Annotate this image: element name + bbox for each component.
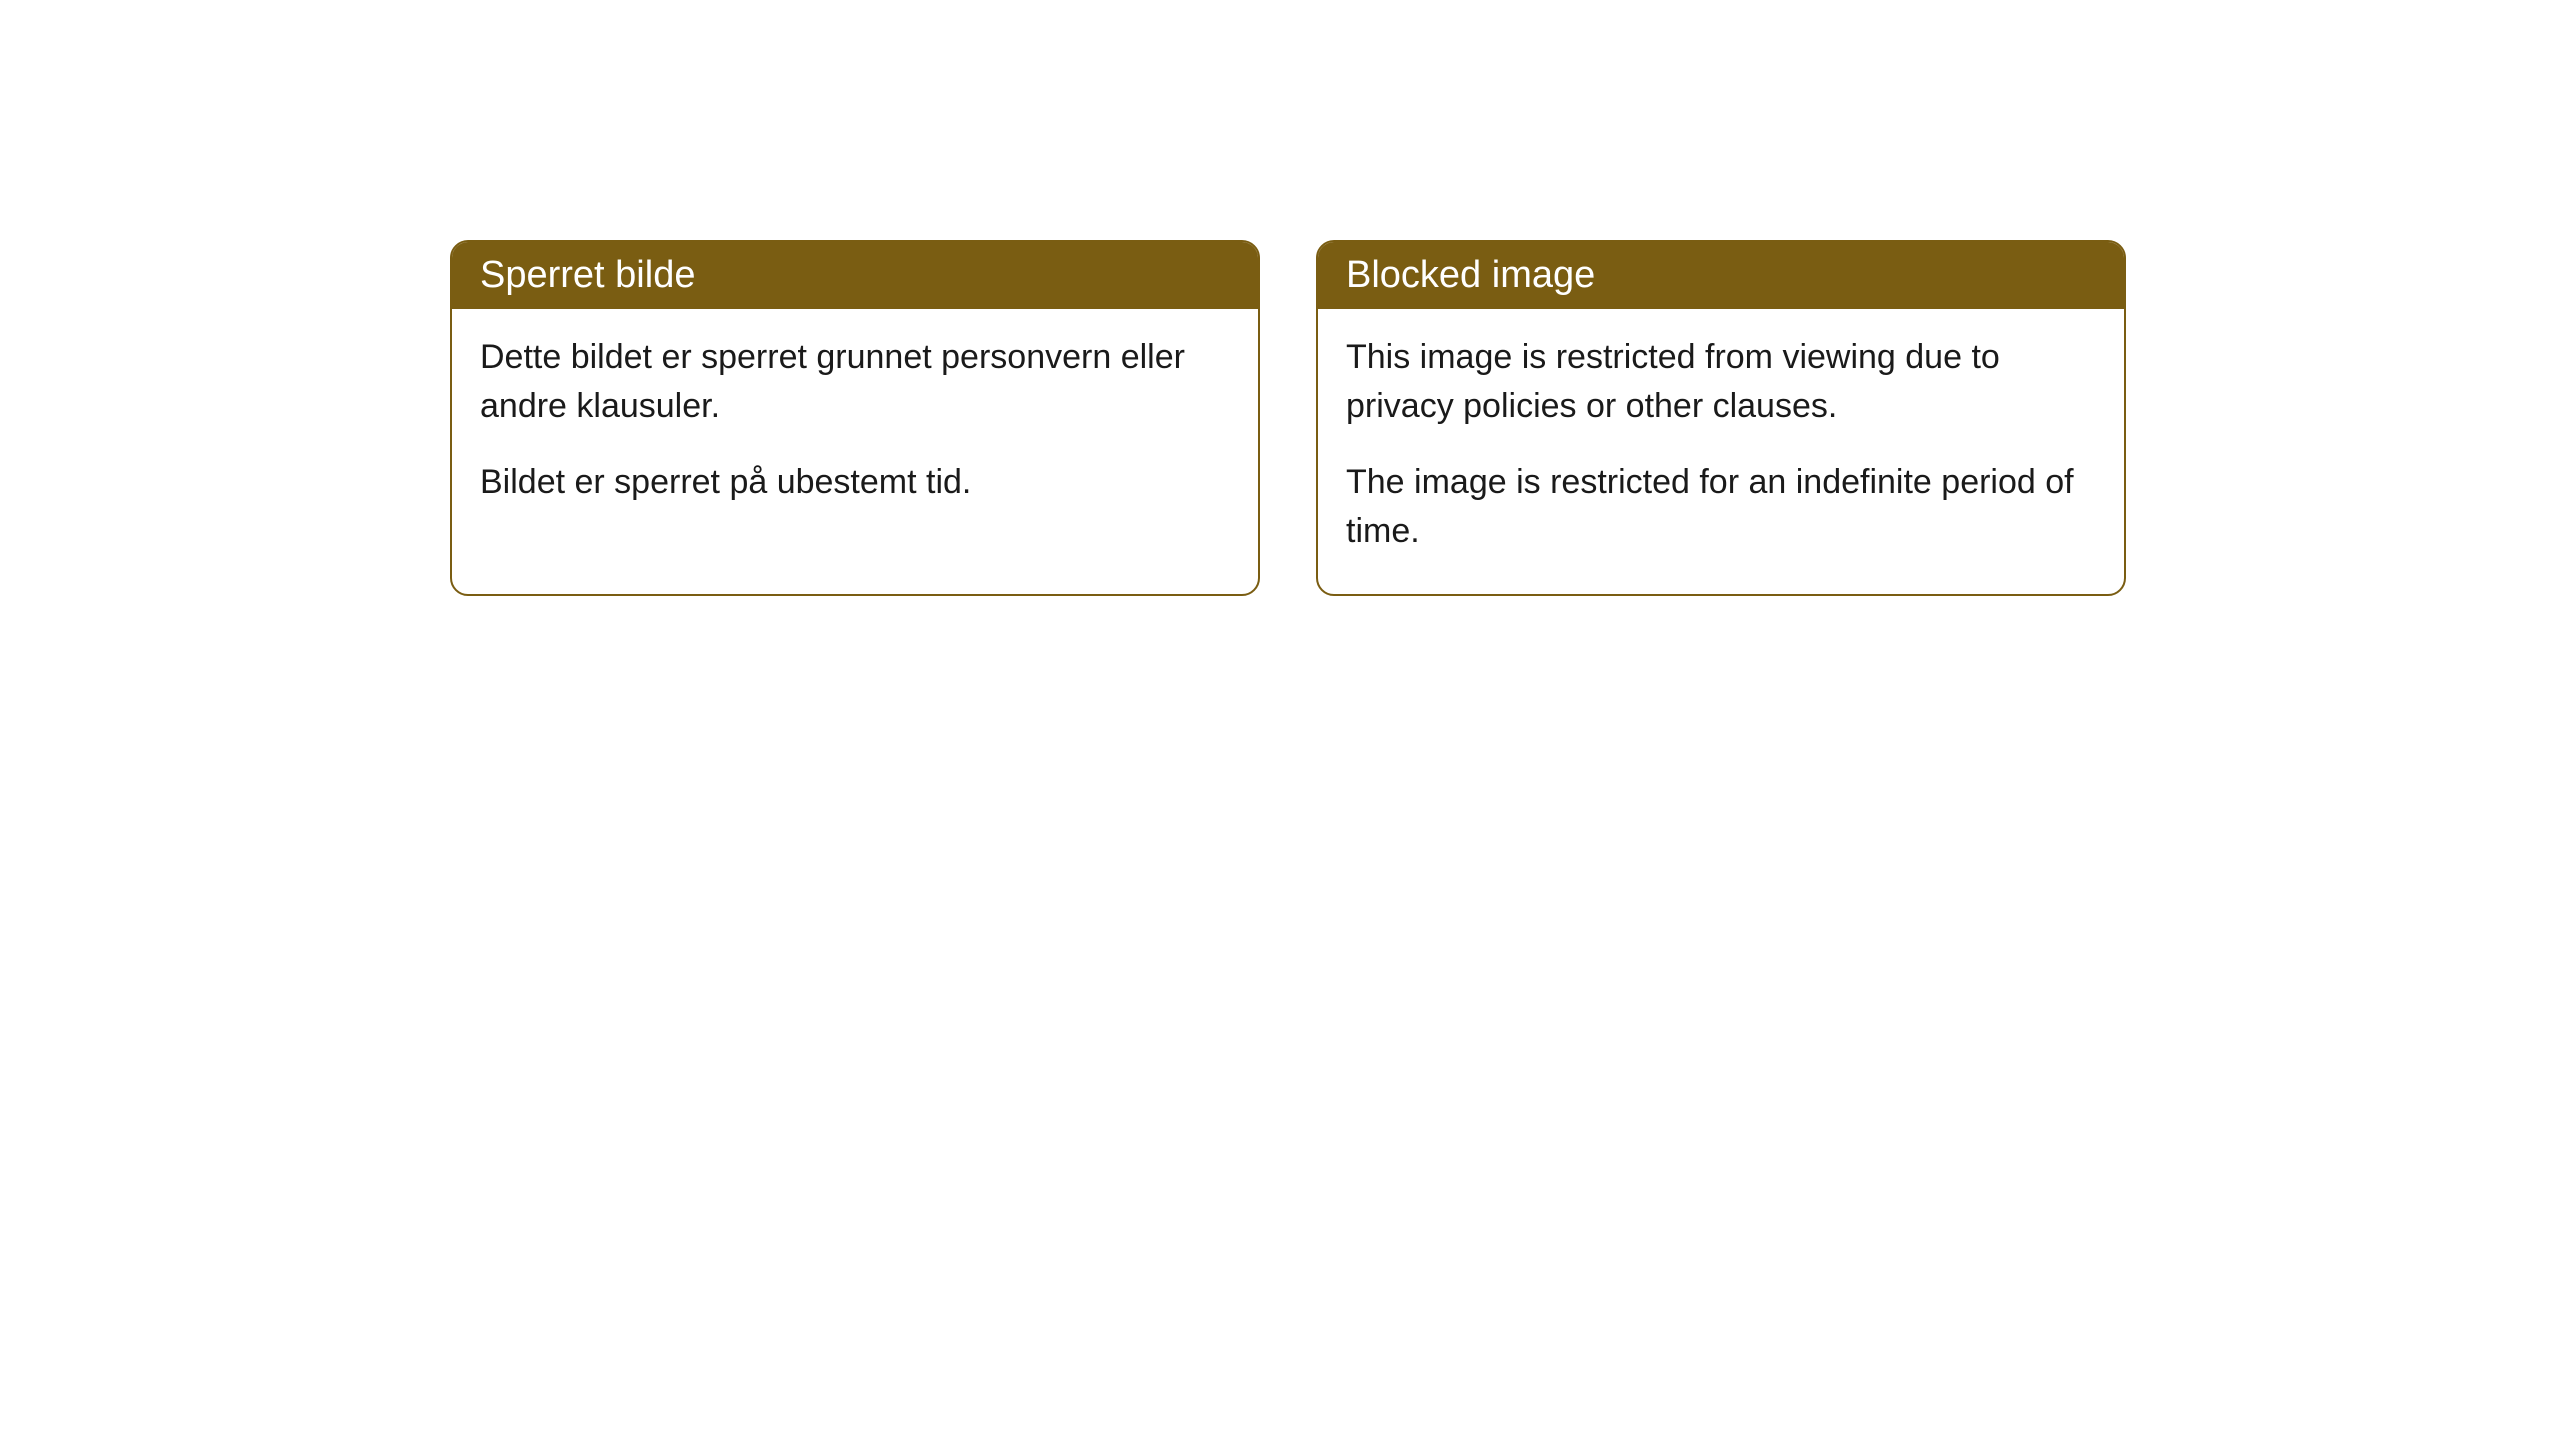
card-header: Blocked image	[1318, 242, 2124, 309]
blocked-image-card-no: Sperret bilde Dette bildet er sperret gr…	[450, 240, 1260, 596]
card-header: Sperret bilde	[452, 242, 1258, 309]
card-paragraph-2: The image is restricted for an indefinit…	[1346, 458, 2096, 557]
card-paragraph-1: This image is restricted from viewing du…	[1346, 333, 2096, 432]
card-title: Sperret bilde	[480, 254, 695, 296]
card-body: This image is restricted from viewing du…	[1318, 309, 2124, 594]
card-paragraph-2: Bildet er sperret på ubestemt tid.	[480, 458, 1230, 507]
card-paragraph-1: Dette bildet er sperret grunnet personve…	[480, 333, 1230, 432]
notice-cards-container: Sperret bilde Dette bildet er sperret gr…	[450, 240, 2126, 596]
card-body: Dette bildet er sperret grunnet personve…	[452, 309, 1258, 545]
card-title: Blocked image	[1346, 254, 1595, 296]
blocked-image-card-en: Blocked image This image is restricted f…	[1316, 240, 2126, 596]
